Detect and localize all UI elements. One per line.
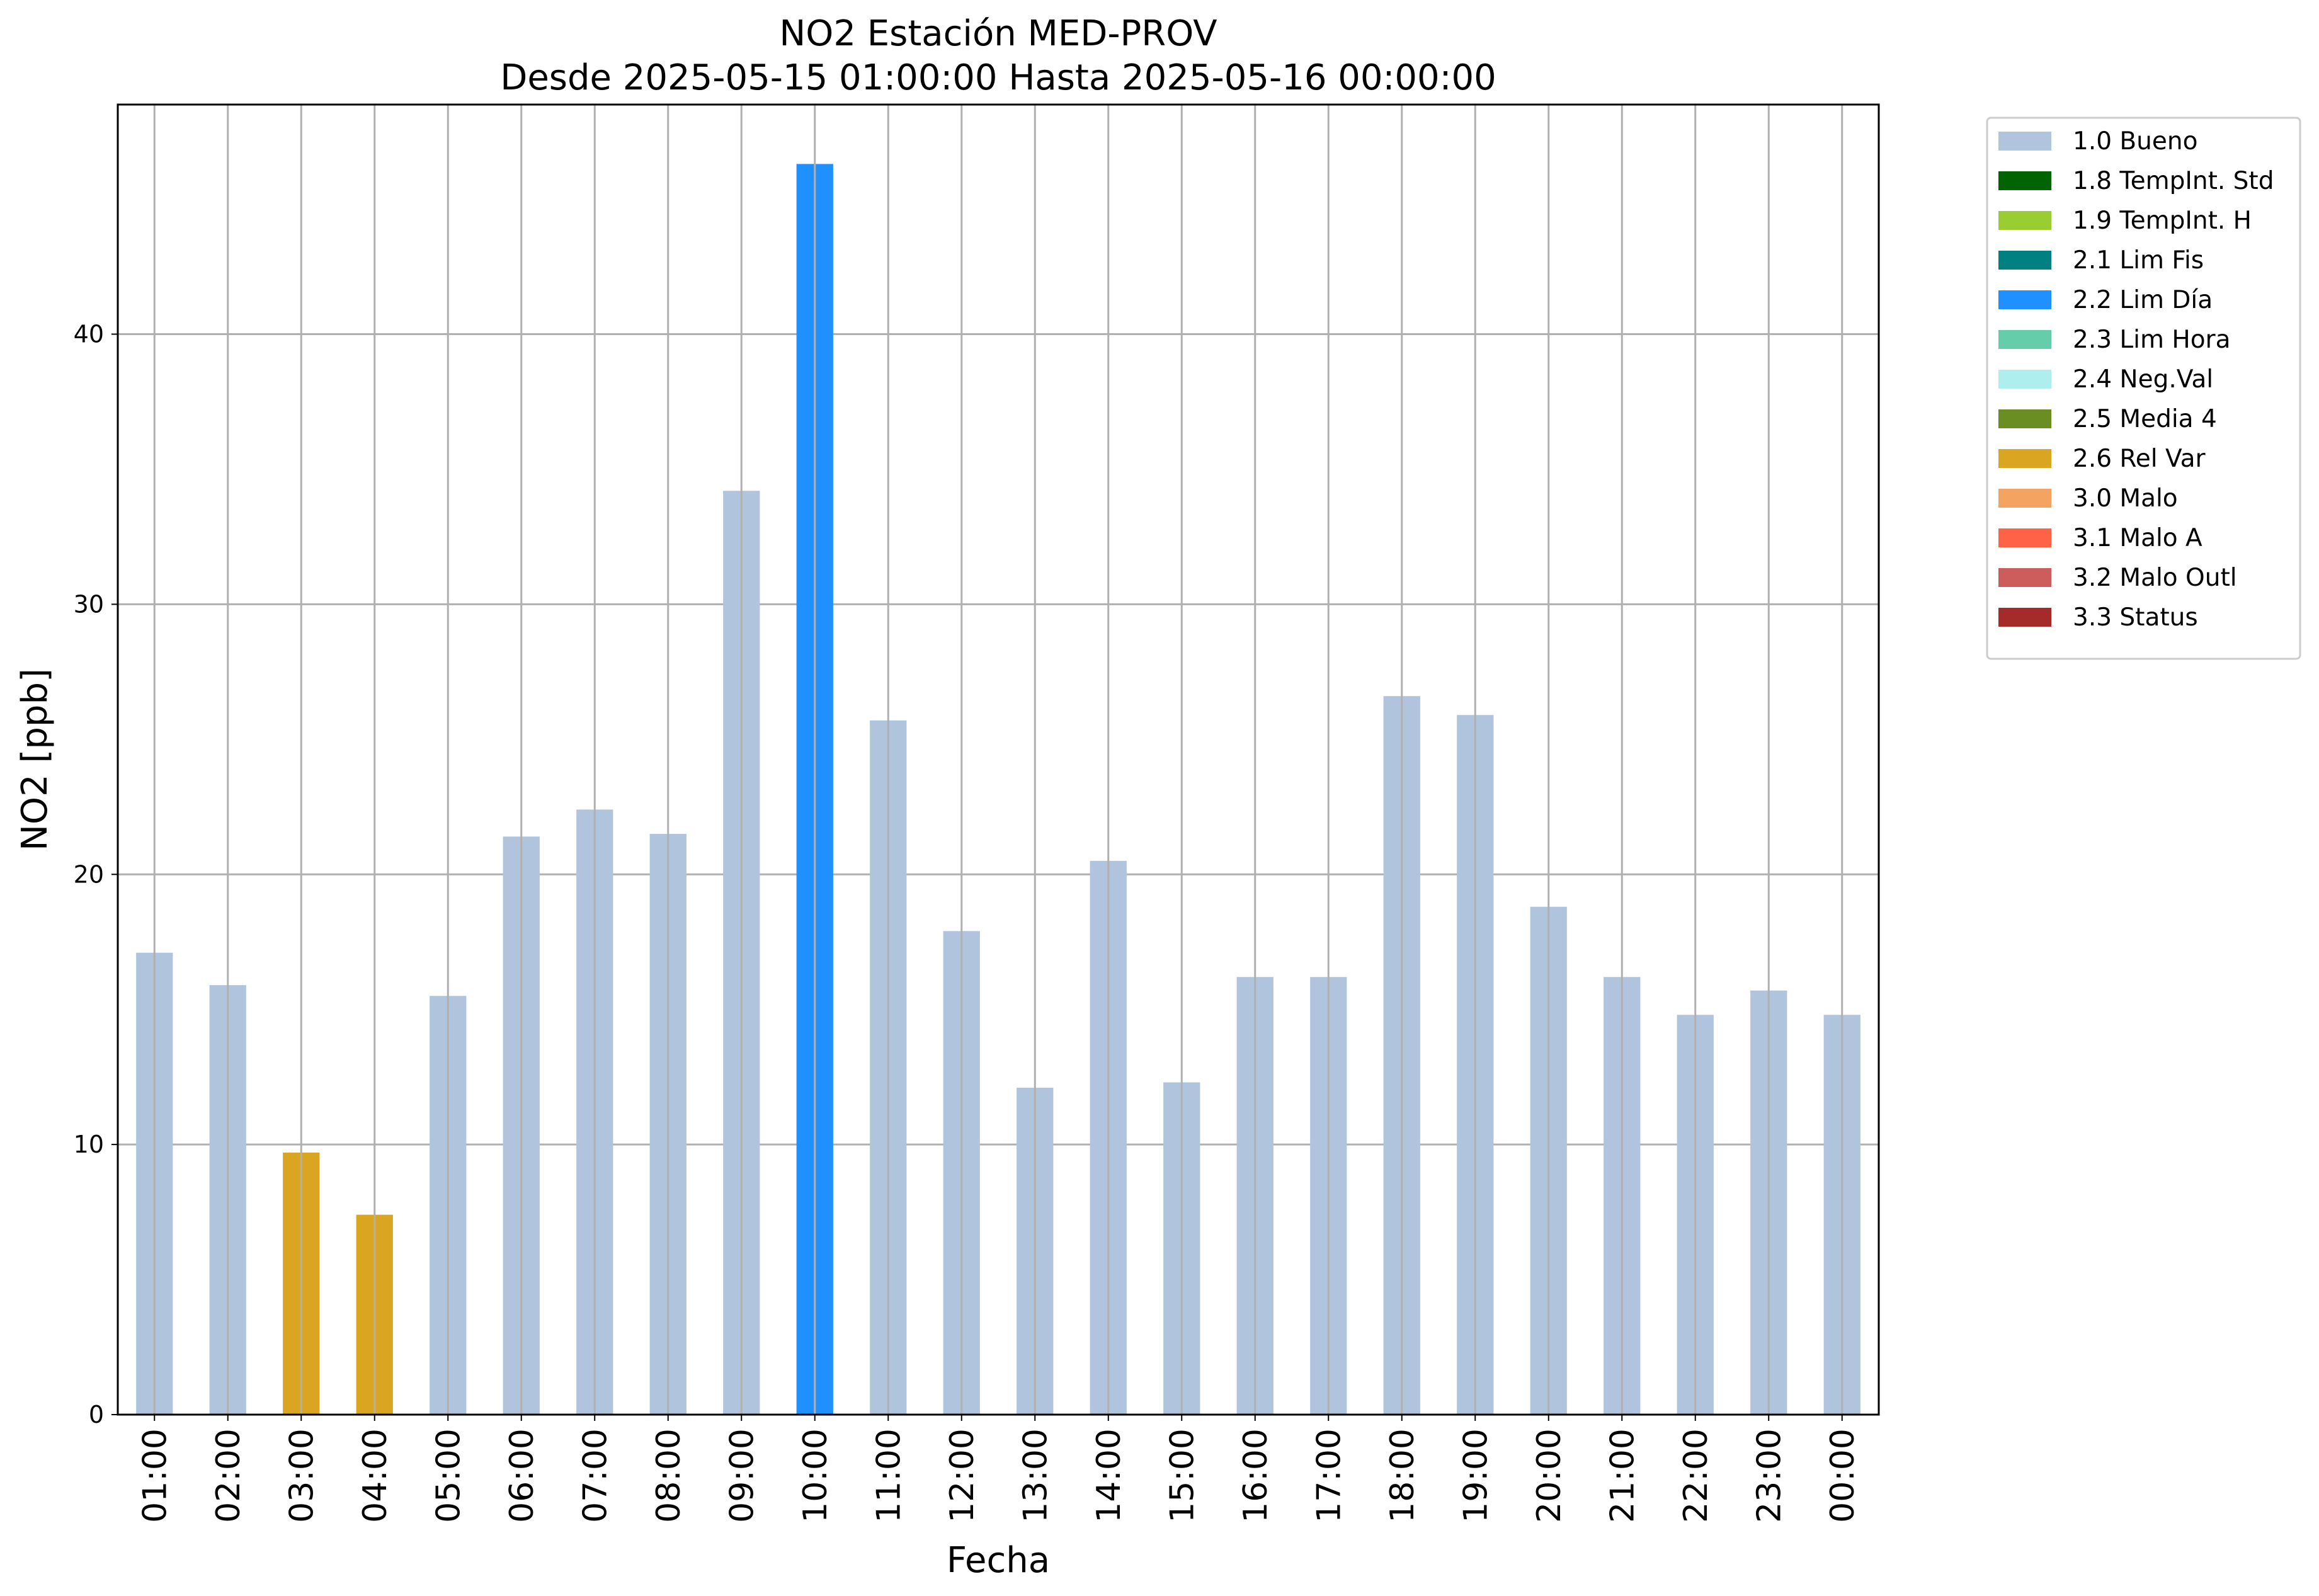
x-tick-label: 18:00 xyxy=(1384,1428,1422,1523)
x-tick-label: 01:00 xyxy=(136,1428,174,1523)
x-tick-label: 02:00 xyxy=(210,1428,248,1523)
x-tick-label: 14:00 xyxy=(1090,1428,1128,1523)
chart-title: NO2 Estación MED-PROV xyxy=(779,13,1217,54)
legend-swatch xyxy=(1998,370,2051,389)
x-tick-label: 09:00 xyxy=(723,1428,761,1523)
legend-label: 1.8 TempInt. Std xyxy=(2073,167,2274,195)
x-tick-label: 04:00 xyxy=(356,1428,394,1523)
x-tick-label: 08:00 xyxy=(650,1428,688,1523)
y-tick-label: 30 xyxy=(74,590,104,618)
x-tick-label: 19:00 xyxy=(1457,1428,1495,1523)
grid-lines xyxy=(118,333,1879,1146)
legend-swatch xyxy=(1998,568,2051,587)
x-tick-label: 20:00 xyxy=(1530,1428,1568,1523)
legend-label: 2.3 Lim Hora xyxy=(2073,326,2231,354)
x-axis-label: Fecha xyxy=(947,1540,1050,1581)
x-axis-ticks: 01:00 02:00 03:00 04:00 05:00 06:00 07:00 08:00… xyxy=(136,1415,1862,1523)
legend-label: 1.0 Bueno xyxy=(2073,127,2197,156)
legend-label: 3.1 Malo A xyxy=(2073,524,2202,552)
x-tick-label: 12:00 xyxy=(943,1428,981,1523)
legend-swatch xyxy=(1998,132,2051,151)
x-tick-label: 05:00 xyxy=(430,1428,467,1523)
x-tick-label: 11:00 xyxy=(870,1428,908,1523)
legend: 1.0 Bueno 1.8 TempInt. Std 1.9 TempInt. H 2… xyxy=(1986,117,2301,660)
legend-swatch xyxy=(1998,251,2051,270)
x-tick-label: 10:00 xyxy=(797,1428,835,1523)
y-tick-label: 20 xyxy=(74,860,104,888)
plot-frame xyxy=(117,103,1880,1416)
bars-group xyxy=(136,105,1860,1415)
legend-swatch xyxy=(1998,528,2051,547)
legend-label: 2.1 Lim Fis xyxy=(2073,246,2204,275)
y-tick-label: 10 xyxy=(74,1131,104,1158)
y-axis-ticks: 0 10 20 30 40 xyxy=(74,321,118,1428)
y-tick-label: 0 xyxy=(89,1401,104,1428)
x-tick-label: 17:00 xyxy=(1310,1428,1348,1523)
legend-label: 2.2 Lim Día xyxy=(2073,286,2213,314)
x-tick-label: 03:00 xyxy=(283,1428,321,1523)
x-tick-label: 23:00 xyxy=(1750,1428,1788,1523)
legend-label: 1.9 TempInt. H xyxy=(2073,207,2252,235)
legend-swatch xyxy=(1998,409,2051,428)
x-tick-label: 13:00 xyxy=(1017,1428,1054,1523)
y-axis-label: NO2 [ppb] xyxy=(14,668,55,851)
legend-label: 3.2 Malo Outl xyxy=(2073,564,2237,592)
x-tick-label: 15:00 xyxy=(1163,1428,1201,1523)
y-tick-label: 40 xyxy=(74,321,104,348)
x-tick-label: 06:00 xyxy=(503,1428,541,1523)
legend-label: 2.5 Media 4 xyxy=(2073,405,2217,433)
legend-label: 3.0 Malo xyxy=(2073,484,2178,513)
x-tick-label: 07:00 xyxy=(576,1428,614,1523)
legend-label: 2.6 Rel Var xyxy=(2073,445,2206,473)
x-tick-label: 21:00 xyxy=(1604,1428,1641,1523)
legend-swatch xyxy=(1998,330,2051,349)
legend-frame xyxy=(1986,117,2301,660)
legend-swatch xyxy=(1998,290,2051,309)
legend-label: 2.4 Neg.Val xyxy=(2073,365,2213,394)
legend-swatch xyxy=(1998,211,2051,230)
x-tick-label: 00:00 xyxy=(1824,1428,1862,1523)
legend-swatch xyxy=(1998,171,2051,190)
legend-swatch xyxy=(1998,608,2051,627)
legend-label: 3.3 Status xyxy=(2073,603,2198,632)
legend-swatch xyxy=(1998,449,2051,468)
x-tick-label: 16:00 xyxy=(1237,1428,1275,1523)
chart-subtitle: Desde 2025-05-15 01:00:00 Hasta 2025-05-… xyxy=(500,57,1496,98)
legend-swatch xyxy=(1998,489,2051,508)
x-tick-label: 22:00 xyxy=(1677,1428,1715,1523)
